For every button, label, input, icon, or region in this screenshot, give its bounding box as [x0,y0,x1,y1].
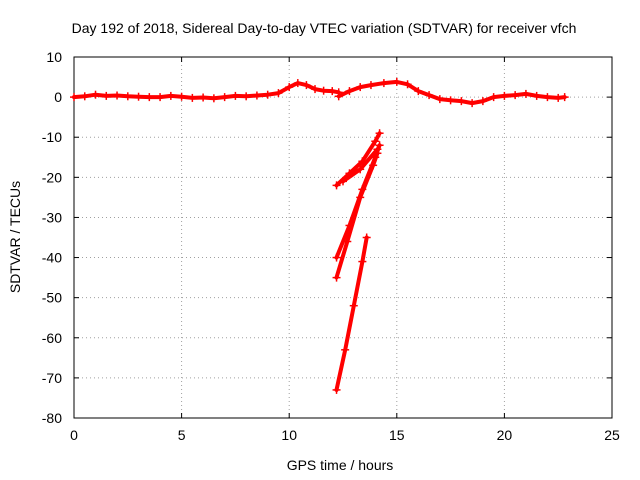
data-point [70,93,78,102]
data-point [489,93,498,102]
data-point [328,87,337,96]
data-point [521,89,530,98]
data-point [80,92,89,101]
data-point [511,91,520,100]
y-tick-label: 0 [54,89,62,105]
data-point [156,93,165,102]
data-point [478,97,487,106]
y-axis-label: SDTVAR / TECUs [7,181,23,293]
data-point [554,93,563,102]
data-point [457,97,466,106]
data-point [375,141,384,150]
data-point [362,233,371,242]
data-point [123,92,132,101]
y-tick-label: -20 [42,169,62,185]
data-point [263,90,272,99]
data-point [345,221,354,230]
data-point [332,385,341,394]
data-point [302,81,311,90]
data-point [91,90,100,99]
series-line [334,143,382,260]
y-tick-label: -40 [42,250,62,266]
data-point [345,87,354,96]
data-point [209,94,218,103]
y-tick-label: -70 [42,370,62,386]
data-point [188,93,197,102]
data-point [392,77,401,86]
data-point [358,185,367,194]
data-point [285,83,294,92]
data-point [500,91,509,100]
data-point [334,92,343,101]
data-point [375,129,384,138]
data-point [356,165,365,174]
data-point [166,91,175,100]
series-baseline-late [334,77,569,108]
x-tick-label: 20 [497,427,513,443]
data-point [358,257,367,266]
data-point [231,91,240,100]
data-point [560,93,569,102]
data-point [177,92,186,101]
chart-title: Day 192 of 2018, Sidereal Day-to-day VTE… [72,20,577,36]
data-point [102,91,111,100]
data-point [532,91,541,100]
data-point [543,93,552,102]
y-tick-label: 10 [46,49,62,65]
data-point [446,96,455,105]
data-point [468,99,477,108]
data-point [435,95,444,104]
data-point [134,92,143,101]
data-point [366,81,375,90]
data-point [319,86,328,95]
x-tick-label: 25 [604,427,620,443]
data-point [371,137,380,146]
x-axis-label: GPS time / hours [287,457,394,473]
series-track-5 [332,233,371,394]
data-point [113,91,122,100]
series-line [336,79,567,106]
y-tick-label: -50 [42,290,62,306]
data-point [311,85,320,94]
data-point [403,80,412,89]
x-tick-label: 10 [281,427,297,443]
data-point [293,79,302,88]
data-point [356,83,365,92]
data-point [332,181,341,190]
data-point [199,93,208,102]
data-point [332,253,341,262]
x-tick-label: 0 [70,427,78,443]
data-point [274,89,283,98]
data-point [242,92,251,101]
data-point [349,301,358,310]
data-point [341,345,350,354]
series-baseline-early [70,79,343,103]
x-tick-label: 5 [178,427,186,443]
data-point [379,79,388,88]
y-tick-label: -80 [42,410,62,426]
data-series [70,77,569,394]
data-point [339,177,347,186]
axis-ticks: 0 5 10 15 20 25 10 0 -10 -20 -30 -40 -50 -60 -70 -80 [42,49,620,443]
data-point [332,273,341,282]
data-point [414,87,423,96]
series-track-4 [332,141,384,262]
y-tick-label: -10 [42,129,62,145]
data-point [220,93,229,102]
data-point [145,93,154,102]
plot-frame [73,56,613,419]
data-point [425,91,434,100]
data-point [371,153,380,162]
y-tick-label: -30 [42,209,62,225]
y-tick-label: -60 [42,330,62,346]
data-point [252,91,261,100]
x-tick-label: 15 [389,427,405,443]
